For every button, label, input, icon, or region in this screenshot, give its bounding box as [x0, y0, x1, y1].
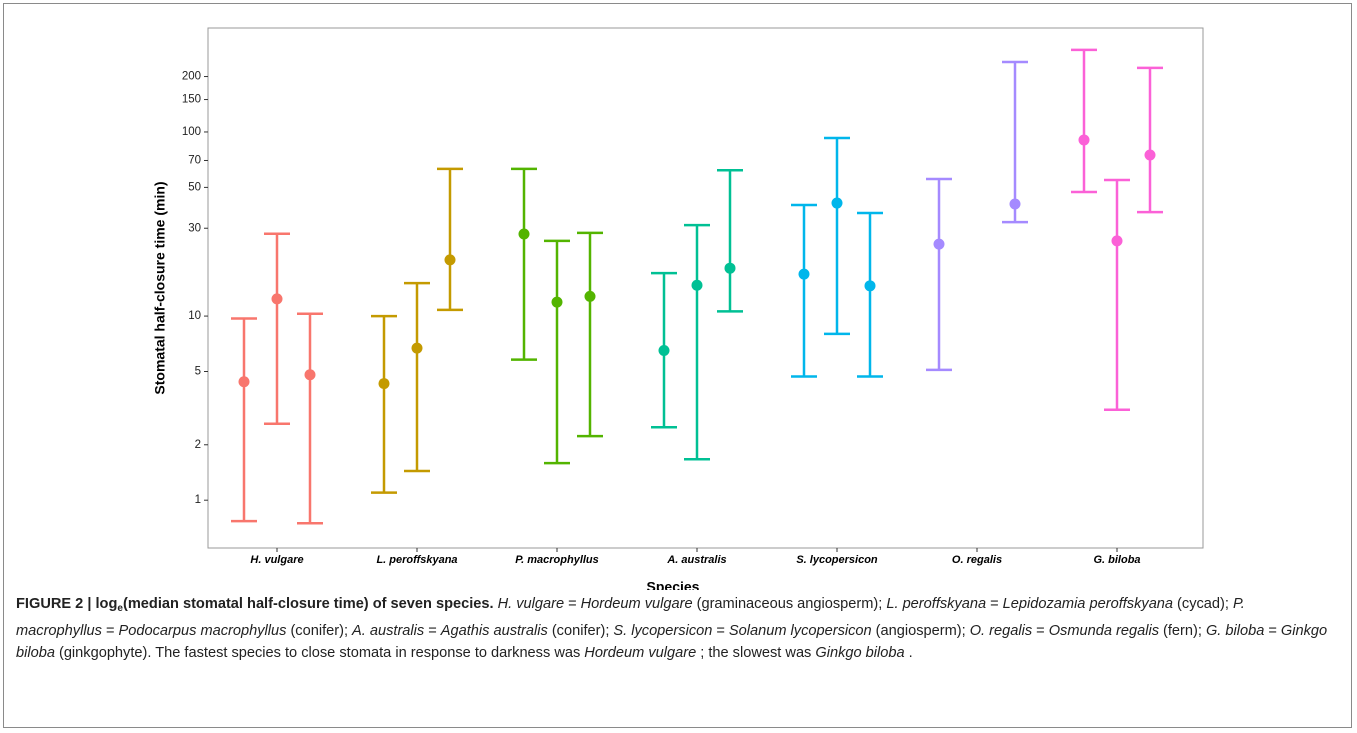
median-point — [864, 280, 876, 292]
caption-run: (cycad); — [1177, 596, 1229, 612]
caption-run: Ginkgo biloba — [815, 645, 905, 661]
median-point — [1009, 198, 1021, 210]
median-point — [238, 376, 250, 388]
caption-run: Podocarpus macrophyllus — [118, 623, 287, 639]
caption-run: S. lycopersicon — [613, 623, 713, 639]
caption-run: ; the slowest was — [700, 645, 812, 661]
median-point — [691, 279, 703, 291]
median-point — [271, 293, 283, 305]
caption-run: Solanum lycopersicon — [728, 623, 872, 639]
caption-run: e — [117, 603, 123, 614]
y-tick-label: 2 — [195, 439, 201, 451]
median-point — [444, 254, 456, 266]
caption-run: (fern); — [1163, 623, 1202, 639]
plot-panel — [207, 27, 1204, 549]
x-axis-label: Species — [647, 579, 700, 590]
caption-run: = — [568, 596, 577, 612]
y-tick-label: 150 — [182, 94, 201, 106]
median-point — [584, 290, 596, 302]
caption-run: Lepidozamia peroffskyana — [1002, 596, 1174, 612]
caption-run: Hordeum vulgare — [584, 645, 697, 661]
y-tick-label: 200 — [182, 71, 201, 83]
caption-run: Agathis australis — [440, 623, 548, 639]
caption-run: (angiosperm); — [875, 623, 966, 639]
median-point — [1111, 235, 1123, 247]
caption-run: (ginkgophyte). The fastest species to cl… — [58, 645, 581, 661]
x-tick-label: H. vulgare — [250, 554, 303, 566]
caption-run: Osmunda regalis — [1048, 623, 1160, 639]
caption: FIGURE 2 | loge(median stomatal half-clo… — [16, 593, 1336, 664]
caption-run: = — [1036, 623, 1045, 639]
median-point — [411, 342, 423, 354]
caption-run: Hordeum vulgare — [580, 596, 693, 612]
caption-run: (conifer); — [551, 623, 610, 639]
chart: Species Stomatal half-closure time (min)… — [152, 27, 1204, 590]
median-point — [304, 369, 316, 381]
y-tick-label: 50 — [188, 181, 201, 193]
x-tick-label: P. macrophyllus — [515, 554, 599, 566]
caption-run: Ginkgo biloba — [16, 623, 1328, 661]
x-tick-label: G. biloba — [1093, 554, 1140, 566]
median-point — [378, 378, 390, 390]
x-tick-label: L. peroffskyana — [376, 554, 457, 566]
median-point — [658, 345, 670, 357]
x-tick-label: S. lycopersicon — [796, 554, 878, 566]
caption-run: . — [908, 645, 913, 661]
median-point — [1144, 149, 1156, 161]
caption-run: = — [105, 623, 115, 639]
caption-run: G. biloba — [1205, 623, 1265, 639]
caption-run: (median stomatal half-closure time) of s… — [122, 596, 494, 612]
caption-run: (graminaceous angiosperm); — [696, 596, 883, 612]
x-tick-label: O. regalis — [952, 554, 1002, 566]
caption-run: = — [716, 623, 725, 639]
y-tick-label: 100 — [182, 126, 201, 138]
median-point — [1078, 134, 1090, 146]
caption-run: O. regalis — [969, 623, 1033, 639]
y-tick-label: 1 — [195, 494, 201, 506]
caption-run: (conifer); — [290, 623, 349, 639]
median-point — [798, 268, 810, 280]
caption-run: P. macrophyllus — [16, 596, 1245, 639]
caption-run: = — [1268, 623, 1277, 639]
figure-frame — [3, 3, 1352, 728]
y-axis-label: Stomatal half-closure time (min) — [152, 181, 168, 394]
caption-run: = — [990, 596, 999, 612]
y-tick-label: 30 — [188, 222, 201, 234]
caption-run: = — [428, 623, 437, 639]
median-point — [551, 296, 563, 308]
y-tick-label: 10 — [188, 310, 201, 322]
caption-run: A. australis — [352, 623, 425, 639]
median-point — [933, 238, 945, 250]
median-point — [831, 197, 843, 209]
x-tick-label: A. australis — [666, 554, 726, 566]
caption-run: H. vulgare — [497, 596, 565, 612]
y-tick-label: 70 — [188, 155, 201, 167]
y-tick-label: 5 — [195, 366, 201, 378]
median-point — [724, 262, 736, 274]
median-point — [518, 228, 530, 240]
caption-run: L. peroffskyana — [886, 596, 987, 612]
caption-run: FIGURE 2 | log — [16, 596, 118, 612]
